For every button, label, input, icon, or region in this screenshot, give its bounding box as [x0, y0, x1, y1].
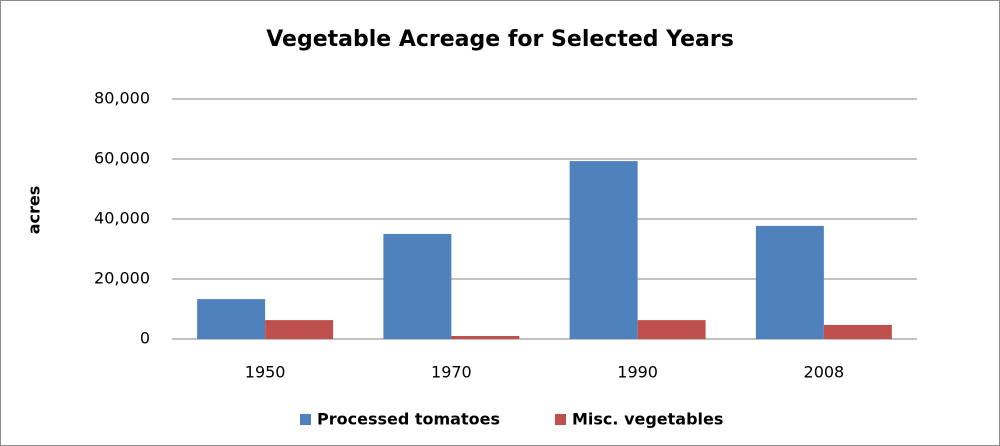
bar	[451, 336, 520, 339]
bar	[755, 225, 824, 339]
y-tick-label: 0	[140, 329, 150, 348]
bar	[197, 299, 266, 339]
x-tick-label: 1950	[245, 363, 286, 382]
y-tick-label: 40,000	[94, 209, 150, 228]
legend-swatch	[555, 414, 566, 425]
bar	[637, 320, 706, 339]
x-tick-label: 2008	[804, 363, 845, 382]
legend-swatch	[300, 414, 311, 425]
x-tick-label: 1970	[431, 363, 472, 382]
x-tick-label: 1990	[617, 363, 658, 382]
legend-label: Processed tomatoes	[317, 410, 500, 429]
legend-label: Misc. vegetables	[572, 410, 723, 429]
y-axis-label: acres	[25, 186, 44, 235]
y-tick-label: 80,000	[94, 89, 150, 108]
y-tick-label: 60,000	[94, 149, 150, 168]
bar	[383, 234, 452, 339]
bar	[823, 324, 892, 339]
bar	[569, 161, 638, 339]
chart-title: Vegetable Acreage for Selected Years	[266, 27, 734, 52]
y-tick-label: 20,000	[94, 269, 150, 288]
bar	[265, 320, 334, 339]
